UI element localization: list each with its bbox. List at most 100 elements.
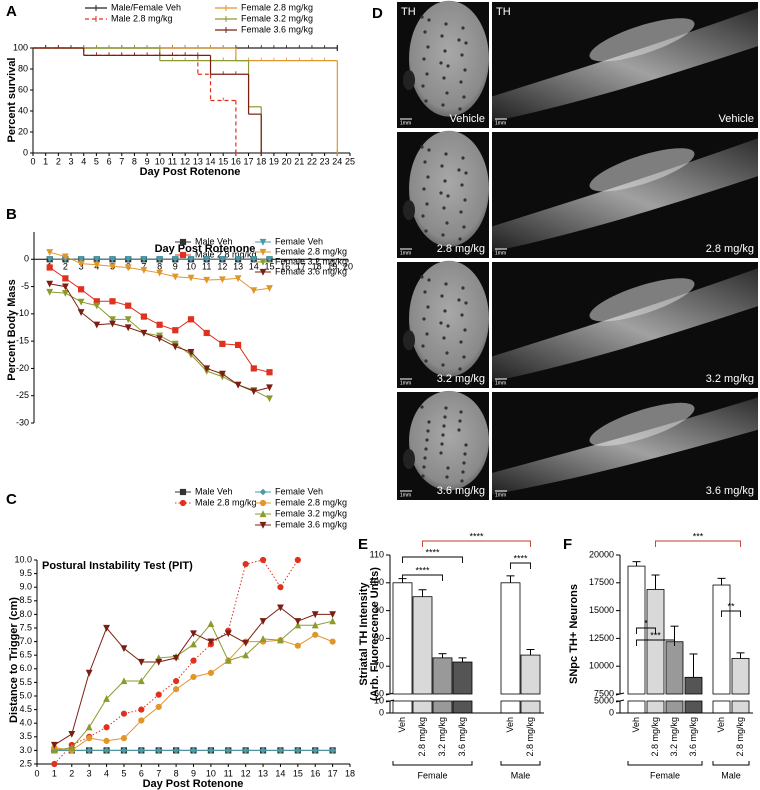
dose-label: Vehicle — [719, 113, 754, 125]
snc-cells — [589, 18, 695, 62]
marker — [311, 621, 319, 629]
x-tick-label: 7 — [141, 261, 146, 271]
x-tick-label: 9 — [145, 156, 150, 166]
ventricle — [403, 330, 415, 351]
x-tick-label: 8 — [157, 261, 162, 271]
fiber-bundle — [460, 479, 464, 483]
y-tick-label: -5 — [21, 281, 29, 291]
fiber-bundle — [441, 433, 445, 437]
fiber-bundle — [420, 275, 424, 279]
x-tick-label: 7 — [156, 768, 161, 778]
marker — [77, 298, 85, 306]
x-axis-label: Day Post Rotenone — [155, 243, 256, 255]
y-tick-label: 8.5 — [19, 595, 32, 605]
scale-bar-label: 1mm — [495, 380, 506, 386]
y-tick-label: 5000 — [594, 695, 614, 705]
bar-base — [520, 700, 541, 714]
x-tick-label: 3 — [69, 156, 74, 166]
fiber-bundle — [424, 99, 428, 103]
ventricle — [403, 70, 415, 91]
significance-bracket — [721, 610, 741, 617]
legend-marker — [179, 499, 187, 507]
fiber-bundle — [441, 233, 445, 237]
marker — [61, 290, 69, 297]
ventricle — [403, 200, 415, 221]
marker — [294, 642, 301, 649]
marker — [242, 651, 250, 659]
bar — [392, 582, 413, 695]
fiber-bundle — [445, 91, 449, 95]
fiber-bundle — [425, 332, 429, 336]
fiber-bundle — [442, 336, 446, 340]
x-axis-label: Day Post Rotenone — [140, 166, 241, 178]
marker — [155, 658, 163, 666]
group-label: Female — [417, 770, 447, 780]
x-tick-label: 0 — [34, 768, 39, 778]
marker — [109, 316, 116, 324]
fiber-bundle — [461, 156, 465, 160]
fiber-bundle — [464, 301, 468, 305]
group-bracket — [627, 761, 703, 766]
legend-label: Female 2.8 mg/kg — [275, 246, 347, 256]
dose-label: 3.2 mg/kg — [437, 373, 485, 385]
striatum — [409, 130, 489, 247]
marker — [140, 267, 148, 274]
x-tick-label: 15 — [264, 261, 274, 271]
marker — [242, 747, 249, 754]
fiber-bundle — [464, 41, 468, 45]
scale-bar-label: 1mm — [400, 492, 411, 498]
x-tick-label: 13 — [233, 261, 243, 271]
x-tick-label: 20 — [282, 156, 292, 166]
marker — [207, 669, 214, 676]
marker — [329, 611, 337, 619]
marker — [172, 327, 179, 334]
x-tick-label: 7 — [119, 156, 124, 166]
x-tick-label: 5 — [121, 768, 126, 778]
marker — [93, 261, 101, 269]
legend-label: Male 2.8 mg/kg — [195, 249, 257, 259]
significance-bracket — [402, 556, 463, 563]
fiber-bundle — [421, 84, 425, 88]
marker — [311, 611, 319, 619]
significance-label: * — [644, 618, 648, 628]
marker — [155, 703, 162, 710]
marker — [140, 256, 148, 264]
marker — [294, 618, 302, 625]
marker — [103, 624, 110, 632]
legend-label: Female 3.2 mg/kg — [275, 256, 347, 266]
marker — [171, 273, 179, 281]
y-tick-label: 60 — [18, 84, 28, 94]
marker — [93, 256, 101, 264]
marker — [156, 321, 163, 328]
bar-base — [646, 700, 665, 714]
marker — [329, 617, 337, 625]
fiber-bundle — [439, 61, 443, 65]
significance-label: **** — [513, 553, 528, 563]
y-tick-label: 10.0 — [14, 554, 32, 564]
fiber-bundle — [424, 447, 428, 451]
fiber-bundle — [457, 428, 461, 432]
x-tick-label: 21 — [294, 156, 304, 166]
fiber-bundle — [457, 168, 461, 172]
fiber-bundle — [463, 68, 467, 72]
legend-marker — [259, 248, 267, 256]
dose-label: 2.8 mg/kg — [706, 243, 754, 255]
legend-label: Female 3.6 mg/kg — [275, 519, 347, 529]
y-tick-label: 110 — [370, 549, 384, 559]
series-line — [49, 267, 270, 373]
marker — [68, 743, 76, 751]
fiber-bundle — [424, 229, 428, 233]
marker — [207, 620, 215, 628]
panel-letter: C — [6, 491, 17, 508]
fiber-bundle — [420, 15, 424, 19]
y-tick-label: 0 — [23, 147, 28, 157]
marker — [187, 274, 195, 282]
x-tick-label: 3 — [87, 768, 92, 778]
y-tick-label: 20000 — [589, 549, 614, 559]
fiber-bundle — [443, 179, 447, 183]
marker — [235, 341, 242, 349]
fiber-bundle — [423, 160, 427, 164]
y-tick-label: 40 — [18, 105, 28, 115]
marker — [78, 286, 85, 293]
marker — [51, 760, 58, 768]
